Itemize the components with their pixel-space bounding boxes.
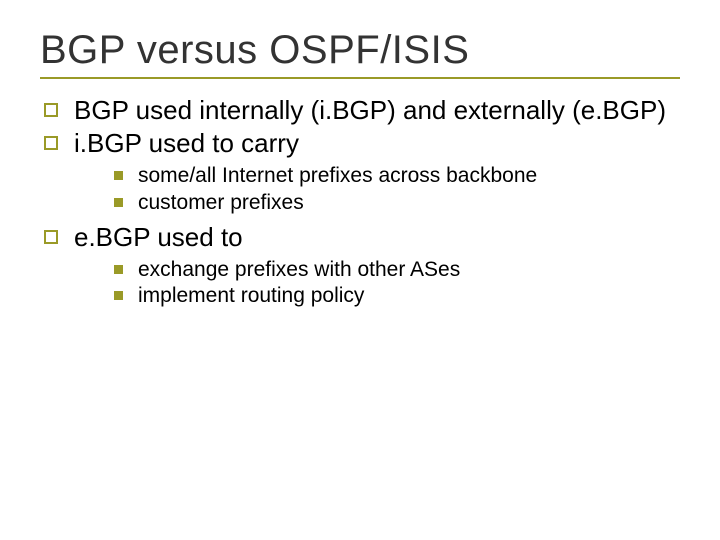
list-item: e.BGP used to exchange prefixes with oth… — [40, 222, 680, 310]
list-item-text: customer prefixes — [138, 191, 304, 214]
solid-square-icon — [114, 198, 123, 207]
list-item-text: BGP used internally (i.BGP) and external… — [74, 95, 666, 125]
bullet-list-level2: some/all Internet prefixes across backbo… — [74, 163, 680, 216]
hollow-square-icon — [44, 136, 58, 150]
title-underline — [40, 77, 680, 79]
solid-square-icon — [114, 171, 123, 180]
list-item-text: some/all Internet prefixes across backbo… — [138, 164, 537, 187]
list-item-text: i.BGP used to carry — [74, 128, 299, 158]
list-item-text: implement routing policy — [138, 284, 364, 307]
list-item: customer prefixes — [74, 190, 680, 216]
list-item-text: exchange prefixes with other ASes — [138, 258, 460, 281]
list-item-text: e.BGP used to — [74, 222, 243, 252]
solid-square-icon — [114, 291, 123, 300]
slide-title: BGP versus OSPF/ISIS — [40, 28, 680, 73]
bullet-list-level2: exchange prefixes with other ASes implem… — [74, 257, 680, 310]
bullet-list-level1: BGP used internally (i.BGP) and external… — [40, 95, 680, 310]
list-item: exchange prefixes with other ASes — [74, 257, 680, 283]
list-item: i.BGP used to carry some/all Internet pr… — [40, 128, 680, 216]
hollow-square-icon — [44, 103, 58, 117]
hollow-square-icon — [44, 230, 58, 244]
list-item: some/all Internet prefixes across backbo… — [74, 163, 680, 189]
list-item: BGP used internally (i.BGP) and external… — [40, 95, 680, 126]
solid-square-icon — [114, 265, 123, 274]
slide: BGP versus OSPF/ISIS BGP used internally… — [0, 0, 720, 540]
list-item: implement routing policy — [74, 283, 680, 309]
